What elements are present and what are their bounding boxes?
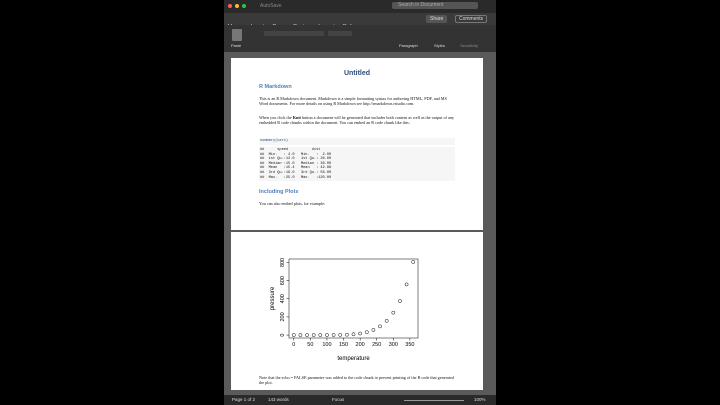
point [325,333,329,337]
page-1: Untitled R Markdown This is an R Markdow… [231,58,483,230]
word-count[interactable]: 143 words [268,397,289,402]
point [411,260,416,264]
zoom-button[interactable] [242,4,246,8]
y-tick-label: 600 [280,276,286,285]
x-tick-label: 100 [322,342,331,348]
point [331,333,336,337]
status-bar [224,395,496,405]
y-tick-label: 400 [280,294,286,303]
point [404,282,409,287]
point [364,330,369,335]
plot-box [288,258,419,339]
point [384,318,389,323]
focus-button[interactable]: Focus [332,397,345,402]
output-line: ## speed dist [260,148,336,152]
comments-button[interactable]: Comments [455,15,488,23]
y-tick-label: 200 [280,312,286,321]
output-block: ## speed dist ## Min. : 4.0 Min. : 2.00 … [259,147,455,182]
x-tick-label: 250 [372,342,381,348]
paragraph-label[interactable]: Paragraph [399,43,418,48]
share-button[interactable]: Share [426,15,448,23]
zoom-slider[interactable] [404,400,464,401]
zoom-level[interactable]: 100% [474,397,486,402]
styles-label[interactable]: Styles [434,43,445,48]
point [398,299,402,303]
x-tick-label: 150 [339,342,348,348]
ribbon [224,25,496,52]
sensitivity-label[interactable]: Sensitivity [460,43,479,48]
x-tick-label: 350 [405,342,414,348]
paragraph: Note that the echo = FALSE parameter was… [259,375,454,385]
font-box[interactable] [264,31,324,36]
size-box[interactable] [328,31,352,36]
scatter-plot: 0 50 100 150 200 250 300 350 0 200 400 600 800 temper… [270,258,419,362]
text: When you click the [259,115,293,120]
x-tick-label: 300 [389,342,398,348]
word-window: AutoSave Search in Document HomeInsertDr… [224,0,496,405]
output-line: ## Mean :15.4 Mean : 42.98 [260,166,336,171]
search-box[interactable]: Search in Document [392,2,478,9]
x-axis-label: temperature [337,356,370,362]
text: button a document will be generated that… [259,115,455,125]
point [298,333,303,337]
close-button[interactable] [228,4,232,8]
point [291,333,296,337]
point [318,333,323,337]
paste-label[interactable]: Paste [231,43,242,48]
doc-title: Untitled [343,70,371,77]
code-block: summary(cars) [259,138,455,145]
output-line: ## Median :15.0 Median : 36.00 [260,161,336,166]
point [351,332,356,337]
heading: R Markdown [259,84,292,90]
output-line: ## 1st Qu.:12.0 1st Qu.: 26.00 [260,157,336,162]
code: summary(cars) [260,139,289,143]
point [338,333,343,337]
page-count[interactable]: Page 1 of 2 [232,397,256,402]
y-tick-label: 800 [280,258,286,267]
x-tick-label: 200 [356,342,365,348]
paragraph: When you click the Knit button a documen… [259,115,455,125]
bold-text: Knit [292,115,301,120]
paragraph: You can also embed plots, for example: [259,201,326,206]
minimize-button[interactable] [235,4,239,8]
output-line: ## 3rd Qu.:19.0 3rd Qu.: 56.00 [260,170,336,175]
x-tick-label: 0 [292,342,295,348]
y-axis-label: pressure [270,286,276,310]
point [391,310,396,315]
point [371,328,376,332]
output-line: ## Min. : 4.0 Min. : 2.00 [260,152,336,157]
point [358,331,362,336]
point [311,333,316,337]
page-2: 0 50 100 150 200 250 300 350 0 200 400 600 800 temper… [231,232,483,390]
autosave-label[interactable]: AutoSave [260,3,282,9]
point [305,333,309,337]
point [345,332,349,337]
paragraph: This is an R Markdown document. Markdown… [259,96,447,106]
point [378,324,382,329]
y-tick-label: 0 [280,334,286,337]
output-line: ## Max. :25.0 Max. :120.00 [260,175,336,180]
paste-icon[interactable] [232,29,242,41]
x-tick-label: 50 [307,342,313,348]
heading: Including Plots [259,189,299,195]
